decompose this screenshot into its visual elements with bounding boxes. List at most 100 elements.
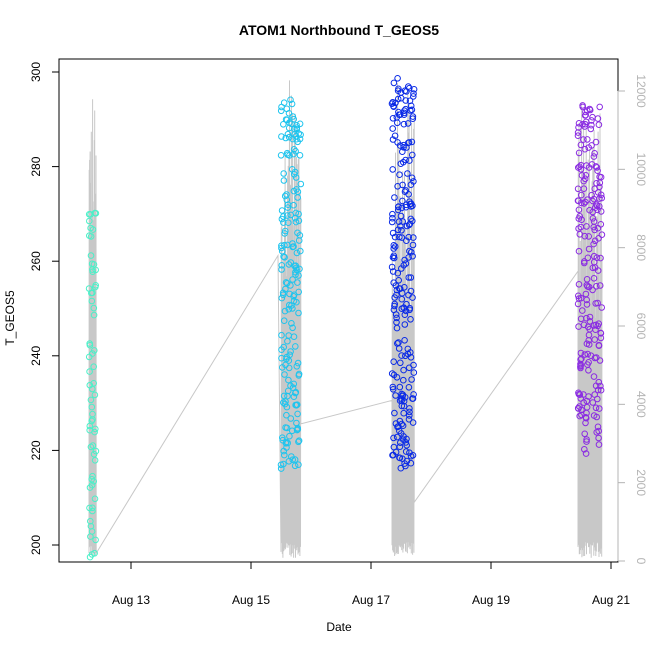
data-point: [396, 383, 404, 391]
data-point: [89, 504, 96, 512]
data-point: [296, 120, 304, 128]
data-point: [595, 441, 603, 448]
data-point: [400, 144, 407, 151]
data-point: [406, 220, 414, 228]
data-point: [409, 113, 417, 120]
data-point: [593, 201, 600, 208]
data-point: [87, 517, 94, 525]
data-point: [406, 157, 413, 164]
data-point: [398, 265, 405, 272]
data-point: [575, 149, 583, 157]
data-point: [391, 233, 399, 241]
data-point: [593, 283, 600, 290]
y-tick-label: 260: [29, 251, 43, 271]
data-point: [280, 170, 288, 177]
data-point: [292, 401, 299, 409]
data-point: [394, 423, 401, 431]
data-point: [88, 481, 96, 489]
data-point: [278, 247, 286, 255]
data-point: [577, 315, 585, 323]
data-point: [295, 437, 303, 445]
data-point: [278, 244, 285, 252]
data-point: [287, 259, 295, 266]
data-point: [406, 412, 413, 419]
x-tick-label: Aug 17: [352, 593, 390, 607]
y-tick-label: 240: [29, 345, 43, 365]
data-point: [575, 247, 583, 255]
data-point: [402, 307, 410, 315]
data-point: [583, 296, 591, 304]
data-point: [391, 132, 399, 140]
data-point: [289, 243, 297, 251]
data-point: [388, 218, 396, 226]
data-point: [278, 207, 286, 214]
data-point: [395, 218, 403, 225]
data-point: [281, 307, 289, 315]
data-point: [90, 363, 97, 371]
data-point: [575, 323, 582, 330]
data-point: [405, 384, 413, 391]
data-point: [277, 461, 285, 469]
data-point: [394, 269, 402, 277]
data-point: [584, 254, 592, 262]
data-point: [583, 397, 591, 405]
data-point: [389, 254, 397, 261]
y-tick-label: 280: [29, 156, 43, 176]
data-point: [596, 103, 604, 111]
data-point: [575, 197, 582, 205]
data-point: [295, 272, 302, 279]
data-point: [391, 302, 398, 310]
data-point: [580, 399, 588, 406]
data-point: [590, 240, 597, 248]
data-point: [289, 113, 297, 120]
data-point: [396, 443, 404, 451]
data-point: [389, 125, 397, 132]
data-point: [410, 391, 417, 398]
data-point: [586, 206, 593, 214]
data-point: [589, 113, 596, 121]
data-point: [597, 208, 605, 215]
data-point: [591, 237, 599, 245]
data-point: [92, 425, 99, 433]
data-point: [597, 191, 605, 199]
data-point: [582, 172, 590, 179]
data-point: [86, 504, 93, 512]
data-point: [285, 219, 292, 226]
data-point: [281, 192, 289, 200]
data-point: [288, 100, 296, 108]
data-point: [290, 187, 298, 195]
data-point: [592, 163, 600, 170]
data-point: [593, 164, 601, 171]
data-point: [281, 400, 289, 408]
data-point: [291, 168, 299, 176]
data-point: [297, 180, 305, 188]
data-point: [287, 415, 295, 422]
data-point: [291, 131, 299, 138]
data-point: [90, 311, 98, 319]
data-point: [394, 87, 402, 94]
data-point: [90, 450, 98, 458]
data-point: [86, 368, 93, 375]
data-point: [285, 364, 293, 372]
data-point: [409, 151, 416, 159]
data-point: [404, 170, 411, 177]
data-point: [399, 148, 406, 155]
data-point: [578, 191, 585, 199]
data-point: [410, 90, 417, 97]
data-point: [590, 373, 598, 380]
data-point: [409, 241, 417, 249]
data-point: [583, 403, 591, 411]
data-point: [398, 234, 406, 241]
data-point: [575, 120, 583, 127]
data-point: [389, 166, 397, 173]
data-point: [402, 352, 409, 360]
data-point: [406, 306, 413, 314]
data-point: [591, 391, 599, 398]
data-point: [292, 343, 299, 350]
data-point: [592, 300, 600, 307]
data-point: [296, 265, 303, 273]
data-point: [598, 304, 606, 311]
data-point: [88, 260, 96, 268]
data-point: [402, 203, 410, 211]
data-point: [581, 446, 588, 453]
